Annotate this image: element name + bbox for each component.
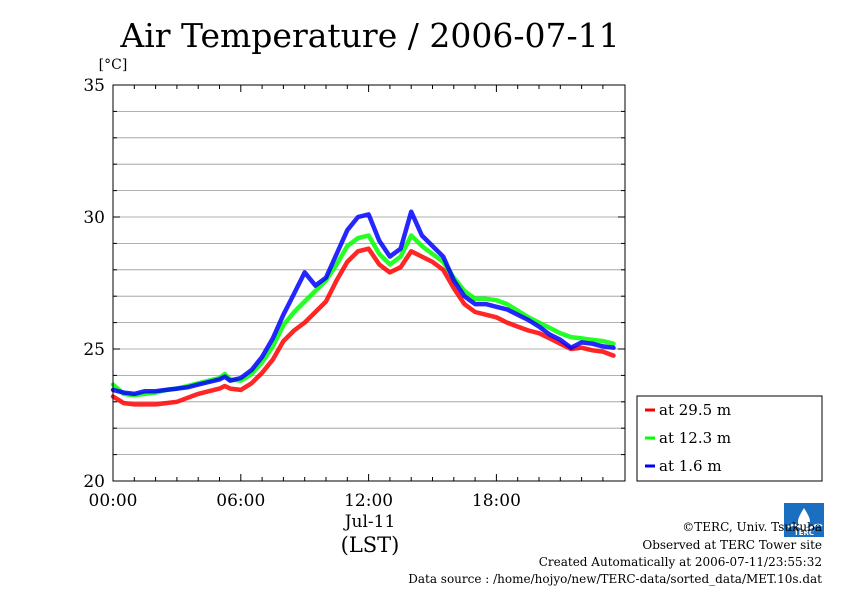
copyright-text: ©TERC, Univ. Tsukuba xyxy=(682,520,822,534)
series-line-2 xyxy=(110,209,616,397)
logo-wave-icon xyxy=(787,523,823,530)
x-axis-date-label: Jul-11 xyxy=(343,512,396,532)
site-text: Observed at TERC Tower site xyxy=(642,538,822,552)
x-tick-label: 12:00 xyxy=(344,491,393,511)
legend-label: at 29.5 m xyxy=(659,401,731,419)
x-tick-label: 06:00 xyxy=(216,491,265,511)
x-axis: 00:00 06:00 12:00 18:00 xyxy=(89,85,604,511)
y-tick-label: 25 xyxy=(83,340,105,360)
data-source-text: Data source : /home/hojyo/new/TERC-data/… xyxy=(408,572,822,586)
legend: at 29.5 m at 12.3 m at 1.6 m xyxy=(636,395,823,482)
y-axis-unit: [°C] xyxy=(99,57,128,73)
y-tick-label: 20 xyxy=(83,472,105,492)
y-tick-label: 35 xyxy=(83,76,105,96)
legend-box xyxy=(636,395,823,482)
terc-logo: TERC xyxy=(784,503,824,537)
x-tick-label: 18:00 xyxy=(472,491,521,511)
y-axis: 20 25 30 35 xyxy=(83,76,625,492)
x-axis-title: (LST) xyxy=(341,533,400,557)
plot-frame xyxy=(112,84,626,482)
y-tick-label: 30 xyxy=(83,208,105,228)
logo-text: TERC xyxy=(794,529,814,537)
chart-title: Air Temperature / 2006-07-11 xyxy=(119,16,619,55)
legend-label: at 1.6 m xyxy=(659,457,722,475)
logo-drop-icon xyxy=(798,508,810,528)
series-line-0 xyxy=(110,246,616,407)
created-text: Created Automatically at 2006-07-11/23:5… xyxy=(539,555,822,569)
series-line-1 xyxy=(110,233,616,398)
grid-lines xyxy=(113,111,625,456)
x-tick-label: 00:00 xyxy=(89,491,138,511)
legend-label: at 12.3 m xyxy=(659,429,731,447)
series-lines xyxy=(110,209,616,407)
